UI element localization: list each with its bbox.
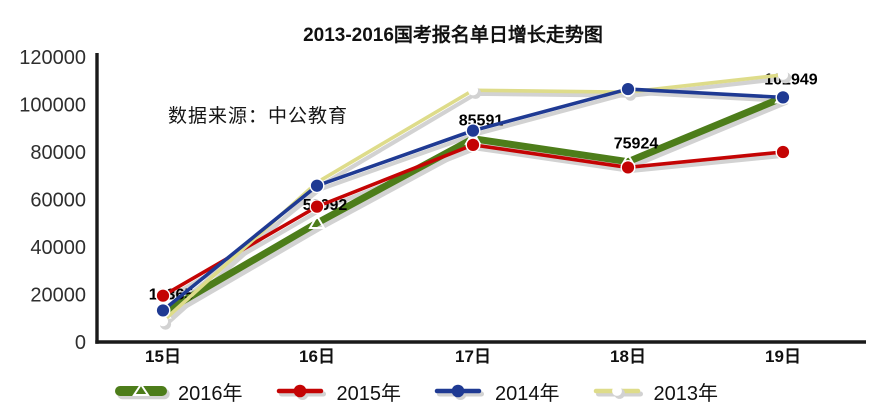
y-tick-label: 40000 (30, 237, 86, 259)
legend-item-2013年: 2013年 (590, 377, 719, 406)
dot-marker-icon (309, 199, 325, 215)
data-label: 102949 (764, 71, 817, 88)
x-tick-label: 18日 (610, 347, 646, 366)
legend-item-2014年: 2014年 (431, 377, 560, 406)
y-tick-label: 20000 (30, 285, 86, 307)
x-tick-label: 17日 (455, 347, 491, 366)
triangle-marker-icon (308, 214, 326, 230)
y-tick-label: 120000 (19, 47, 86, 69)
y-tick-label: 60000 (30, 190, 86, 212)
dot-marker-icon (620, 81, 636, 97)
dot-marker-icon (309, 178, 325, 194)
series-line (161, 143, 785, 298)
series-2015年 (155, 137, 791, 304)
legend-label: 2013年 (653, 383, 719, 405)
dot-marker-icon (465, 123, 481, 139)
legend-marker-white-circle-icon (593, 386, 643, 399)
data-source-note: 数据来源：中公教育 (168, 106, 349, 127)
x-tick-label: 15日 (145, 347, 181, 366)
series-shadow (163, 146, 789, 302)
chart-title: 2013-2016国考报名单日增长走势图 (303, 25, 603, 46)
legend-label: 2016年 (178, 383, 243, 405)
legend-label: 2015年 (336, 383, 402, 405)
dot-marker-icon (155, 288, 171, 304)
series-2014年 (155, 81, 791, 318)
x-tick-label: 16日 (299, 347, 335, 366)
dot-marker-icon (620, 159, 636, 175)
data-label: 75924 (614, 136, 659, 153)
dot-marker-icon (465, 137, 481, 153)
white-dot-marker-icon (777, 69, 789, 80)
white-dot-marker-icon (467, 85, 479, 96)
white-dot-marker-icon (157, 316, 169, 327)
x-tick-label: 19日 (765, 347, 801, 366)
legend-item-2016年: 2016年 (114, 377, 243, 406)
y-tick-label: 0 (75, 332, 86, 354)
legend-marker-circle-icon (434, 384, 484, 400)
legend-marker-circle-icon (276, 384, 326, 400)
y-tick-label: 100000 (19, 95, 86, 117)
chart-legend: 2016年 2015年 2014年 2013年 (114, 377, 718, 406)
legend-marker-triangle-icon (115, 382, 170, 400)
dot-marker-icon (155, 302, 171, 318)
legend-item-2015年: 2015年 (273, 377, 402, 406)
dot-marker-icon (775, 144, 791, 160)
dot-marker-icon (775, 89, 791, 105)
y-tick-label: 80000 (30, 142, 86, 164)
legend-label: 2014年 (495, 383, 560, 405)
